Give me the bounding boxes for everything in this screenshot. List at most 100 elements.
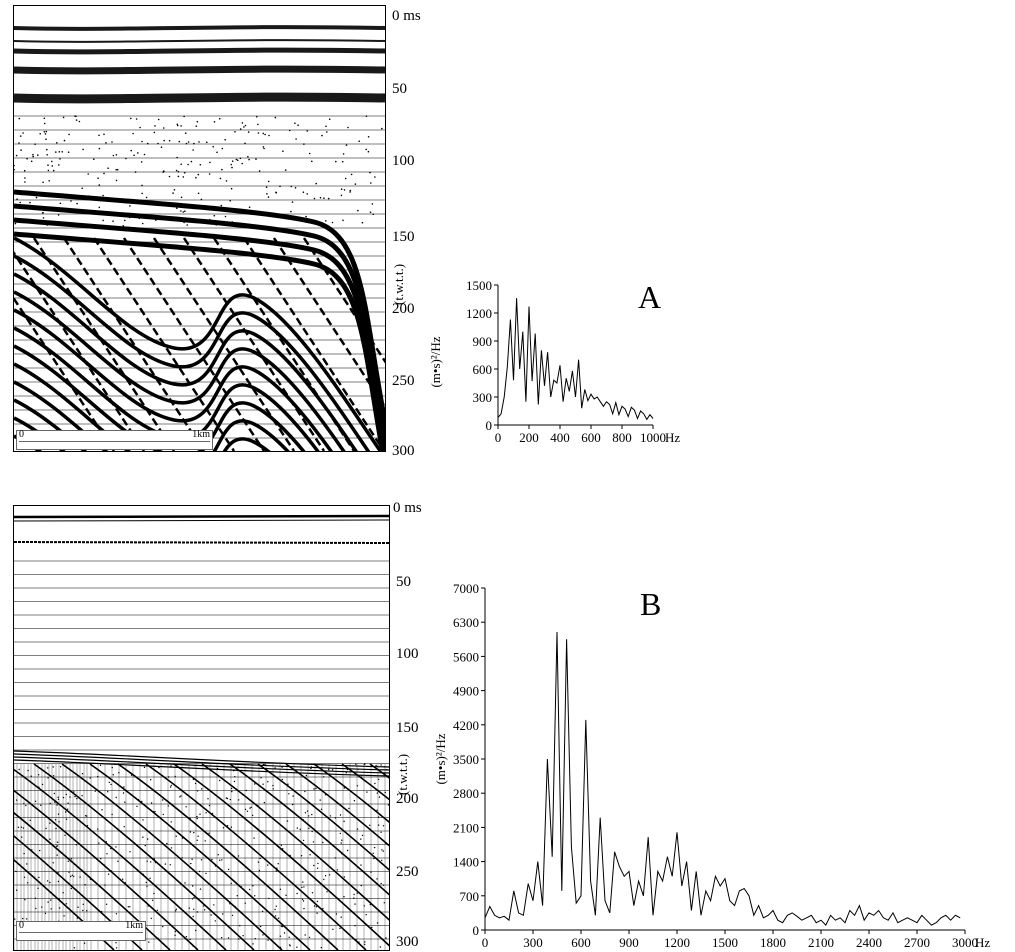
y-axis-label: (m•s)²/Hz [433,733,448,784]
y-tick-label: 5600 [453,649,479,664]
noise-dot [279,946,282,949]
noise-dot [82,903,84,905]
noise-dot [139,126,141,129]
noise-dot [150,861,152,863]
noise-dot [231,914,234,917]
noise-dot [239,128,242,130]
noise-dot [157,142,159,145]
noise-dot [374,176,376,178]
reflector [14,750,389,768]
noise-dot [219,779,221,782]
noise-dot [73,875,75,878]
noise-dot [306,193,309,195]
noise-dot [287,783,289,785]
noise-dot [311,813,313,816]
noise-dot [279,935,281,937]
noise-dot [248,206,251,208]
noise-dot [101,809,103,811]
noise-dot [167,805,169,807]
noise-dot [326,891,328,893]
dipping-event [369,763,389,779]
noise-dot [334,817,337,819]
noise-dot [83,942,86,944]
noise-dot [255,158,257,160]
noise-dot [197,835,199,837]
noise-dot [25,804,27,807]
noise-dot [235,158,238,161]
time-tick-100: 100 [396,646,419,662]
noise-dot [249,807,251,809]
noise-dot [329,815,332,817]
noise-dot [69,796,71,798]
noise-dot [244,124,247,127]
noise-dot [322,908,324,910]
noise-dot [183,172,186,174]
noise-dot [49,838,51,840]
noise-dot [22,132,24,134]
noise-dot [181,857,183,859]
noise-dot [208,173,211,175]
reflector [14,756,389,774]
noise-dot [197,173,200,176]
noise-dot [363,763,365,766]
noise-dot [322,841,324,844]
noise-dot [384,791,386,794]
noise-dot [381,859,383,862]
noise-dot [26,863,28,865]
noise-dot [185,936,188,938]
noise-dot [286,820,289,822]
noise-dot [169,898,171,900]
noise-dot [211,812,214,815]
noise-dot [375,764,377,767]
noise-dot [65,818,68,820]
time-tick-150: 150 [392,229,415,245]
noise-dot [193,142,195,145]
time-tick-300: 300 [392,443,415,459]
y-tick-label: 7000 [453,581,479,596]
noise-dot [382,825,385,827]
noise-dot [254,895,256,897]
noise-dot [24,899,26,901]
noise-dot [169,864,171,866]
noise-dot [239,925,241,927]
noise-dot [343,876,345,878]
noise-dot [308,936,311,939]
scale-line [19,932,143,933]
noise-dot [230,826,233,828]
noise-dot [227,937,230,939]
noise-dot [55,827,57,830]
noise-dot [230,163,233,166]
noise-dot [177,170,180,173]
noise-dot [354,925,356,927]
noise-dot [303,886,305,888]
seismic-section-a: 0 1km [13,5,386,452]
noise-dot [45,130,48,133]
noise-dot [112,774,115,776]
noise-dot [331,221,334,224]
noise-dot [196,839,198,841]
noise-dot [200,198,203,201]
reflector [14,344,306,451]
noise-dot [103,864,105,866]
noise-dot [53,927,55,929]
noise-dot [47,901,49,903]
time-tick-150: 150 [396,720,419,736]
noise-dot [377,824,380,826]
y-tick-label: 0 [486,418,493,433]
noise-dot [47,169,50,172]
noise-dot [302,839,305,842]
noise-dot [115,942,117,944]
dipping-event [173,763,389,947]
noise-dot [141,800,143,803]
noise-dot [302,819,305,821]
noise-dot [372,213,375,216]
noise-dot [54,801,56,803]
noise-dot [340,842,342,844]
noise-dot [353,800,356,802]
noise-dot [236,159,239,161]
noise-dot [145,881,147,884]
noise-dot [89,878,92,881]
dipping-event [117,763,339,950]
spectrum-chart-b: 0 700 1400 2100 2800 3500 4200 4900 5600 6300 7000… [433,581,990,950]
noise-dot [17,826,20,828]
